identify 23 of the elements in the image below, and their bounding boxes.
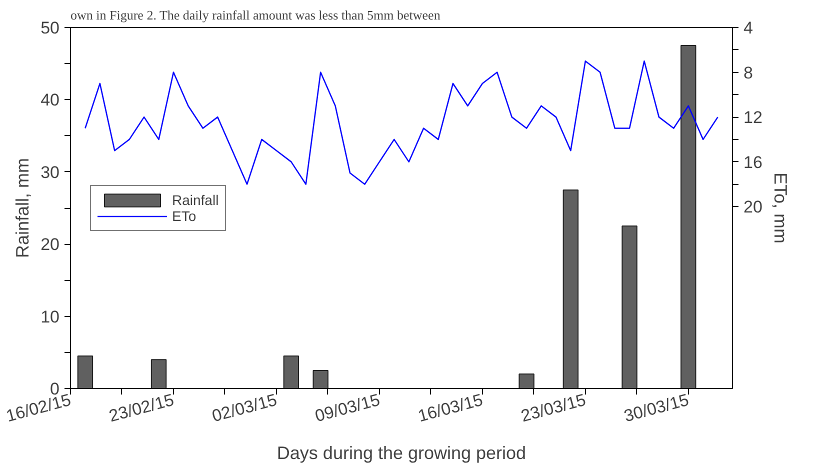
x-tick-label: 16/03/15 — [416, 390, 485, 426]
y2-tick-label: 16 — [744, 152, 762, 172]
y-tick-label: 20 — [40, 235, 60, 254]
y-tick-label: 0 — [50, 380, 60, 398]
y-axis-title: Rainfall, mm — [12, 158, 33, 258]
x-tick-label: 23/03/15 — [518, 390, 588, 426]
y2-tick-label: 8 — [744, 63, 753, 82]
y-tick-label: 40 — [40, 90, 60, 110]
y2-tick-label: 20 — [744, 198, 762, 217]
legend-label: ETo — [172, 208, 196, 224]
x-tick-label: 23/02/15 — [107, 390, 176, 426]
y-tick-label: 10 — [40, 307, 60, 326]
y2-tick-label: 12 — [744, 108, 762, 128]
x-tick-label: 30/03/15 — [622, 390, 691, 426]
y2-axis-title: ETo, mm — [770, 172, 790, 244]
legend-label: Rainfall — [172, 192, 219, 208]
y-tick-label: 50 — [40, 18, 60, 38]
y-tick-label: 30 — [40, 162, 60, 182]
x-tick-label: 09/03/15 — [313, 390, 382, 426]
y2-tick-label: 4 — [744, 18, 753, 38]
x-axis-title: Days during the growing period — [276, 442, 526, 463]
text: own in Figure 2. The daily rainfall amount was less than 5mm between — [70, 8, 441, 22]
x-tick-label: 02/03/15 — [210, 390, 279, 426]
